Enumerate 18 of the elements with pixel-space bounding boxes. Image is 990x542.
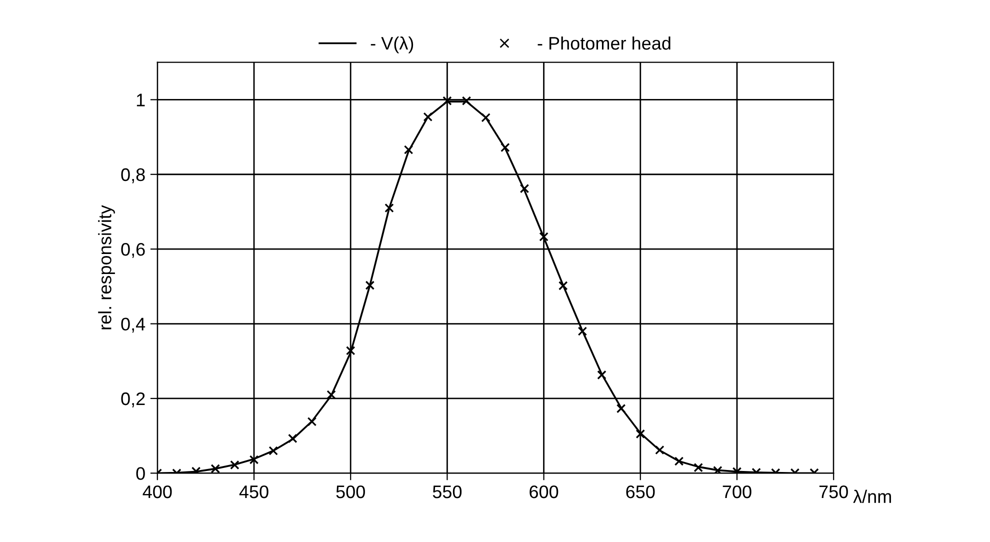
x-tick-label: 600 <box>530 485 558 498</box>
y-tick-label: 0 <box>136 467 145 480</box>
y-tick-label: 0,4 <box>121 318 146 333</box>
y-tick-label: 0,2 <box>121 392 145 408</box>
x-axis-title: λ/nm <box>853 490 891 504</box>
x-tick-label: 500 <box>336 485 365 498</box>
x-tick-label: 400 <box>142 485 172 498</box>
y-tick-label: 1 <box>136 94 145 106</box>
x-tick-label: 550 <box>432 485 462 498</box>
x-tick-label: 750 <box>819 485 848 498</box>
x-tick-label: 700 <box>722 485 752 498</box>
legend-label: - V(λ) <box>370 36 414 54</box>
legend-label: - Photomer head <box>538 36 670 50</box>
y-tick-label: 0,8 <box>121 168 145 184</box>
y-tick-label: 0,6 <box>121 243 145 258</box>
x-tick-label: 650 <box>626 485 655 498</box>
y-axis-title: rel. responsivity <box>98 205 115 330</box>
x-tick-label: 450 <box>239 485 268 498</box>
